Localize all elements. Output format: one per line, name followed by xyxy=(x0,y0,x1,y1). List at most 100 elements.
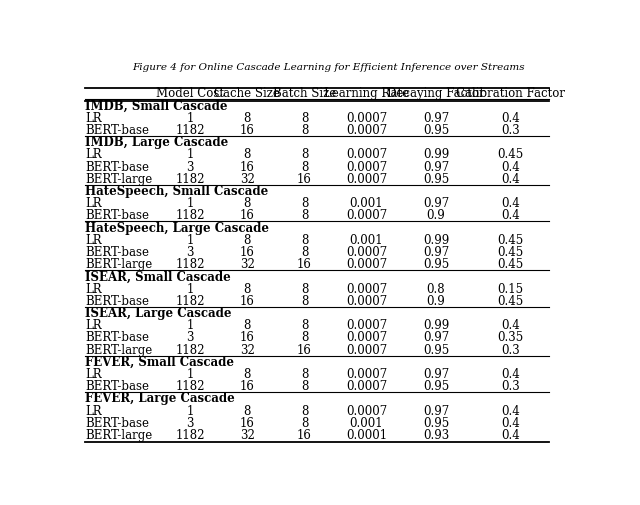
Text: BERT-base: BERT-base xyxy=(85,417,149,430)
Text: 1: 1 xyxy=(187,112,194,125)
Text: 0.4: 0.4 xyxy=(501,405,520,418)
Text: 0.3: 0.3 xyxy=(501,344,520,357)
Text: 8: 8 xyxy=(244,148,251,162)
Text: 0.97: 0.97 xyxy=(423,331,449,344)
Text: Learning Rate: Learning Rate xyxy=(324,87,409,100)
Text: 32: 32 xyxy=(240,344,255,357)
Text: 0.4: 0.4 xyxy=(501,417,520,430)
Text: BERT-base: BERT-base xyxy=(85,124,149,137)
Text: 1: 1 xyxy=(187,148,194,162)
Text: 16: 16 xyxy=(297,173,312,186)
Text: 8: 8 xyxy=(301,148,308,162)
Text: 0.0007: 0.0007 xyxy=(346,124,387,137)
Text: 0.4: 0.4 xyxy=(501,161,520,174)
Text: 0.35: 0.35 xyxy=(497,331,524,344)
Text: 0.8: 0.8 xyxy=(427,283,445,295)
Text: 32: 32 xyxy=(240,429,255,442)
Text: 0.45: 0.45 xyxy=(497,295,524,308)
Text: 0.45: 0.45 xyxy=(497,234,524,247)
Text: 0.4: 0.4 xyxy=(501,429,520,442)
Text: 0.15: 0.15 xyxy=(497,283,524,295)
Text: 32: 32 xyxy=(240,173,255,186)
Text: 3: 3 xyxy=(187,246,194,259)
Text: 0.99: 0.99 xyxy=(423,319,449,332)
Text: 0.0007: 0.0007 xyxy=(346,246,387,259)
Text: BERT-base: BERT-base xyxy=(85,210,149,222)
Text: 8: 8 xyxy=(301,368,308,381)
Text: 8: 8 xyxy=(244,197,251,210)
Text: 0.97: 0.97 xyxy=(423,368,449,381)
Text: 16: 16 xyxy=(240,124,255,137)
Text: IMDB, Small Cascade: IMDB, Small Cascade xyxy=(85,99,227,113)
Text: 16: 16 xyxy=(240,295,255,308)
Text: 8: 8 xyxy=(301,380,308,393)
Text: 1: 1 xyxy=(187,234,194,247)
Text: Model Cost: Model Cost xyxy=(156,87,225,100)
Text: 0.9: 0.9 xyxy=(426,295,445,308)
Text: 0.4: 0.4 xyxy=(501,197,520,210)
Text: 0.0007: 0.0007 xyxy=(346,331,387,344)
Text: FEVER, Large Cascade: FEVER, Large Cascade xyxy=(85,392,235,406)
Text: 0.45: 0.45 xyxy=(497,148,524,162)
Text: 0.95: 0.95 xyxy=(423,124,449,137)
Text: 0.001: 0.001 xyxy=(349,234,383,247)
Text: Decaying Factor: Decaying Factor xyxy=(387,87,484,100)
Text: BERT-base: BERT-base xyxy=(85,331,149,344)
Text: 16: 16 xyxy=(240,246,255,259)
Text: 0.0007: 0.0007 xyxy=(346,380,387,393)
Text: 8: 8 xyxy=(244,368,251,381)
Text: 0.001: 0.001 xyxy=(349,417,383,430)
Text: 8: 8 xyxy=(301,112,308,125)
Text: 0.0007: 0.0007 xyxy=(346,258,387,271)
Text: 8: 8 xyxy=(301,124,308,137)
Text: 0.3: 0.3 xyxy=(501,124,520,137)
Text: BERT-base: BERT-base xyxy=(85,295,149,308)
Text: 0.95: 0.95 xyxy=(423,258,449,271)
Text: 1: 1 xyxy=(187,368,194,381)
Text: 0.95: 0.95 xyxy=(423,173,449,186)
Text: 8: 8 xyxy=(244,112,251,125)
Text: 0.4: 0.4 xyxy=(501,173,520,186)
Text: 0.97: 0.97 xyxy=(423,405,449,418)
Text: 8: 8 xyxy=(301,417,308,430)
Text: LR: LR xyxy=(85,368,102,381)
Text: BERT-large: BERT-large xyxy=(85,429,152,442)
Text: 0.0007: 0.0007 xyxy=(346,173,387,186)
Text: 0.95: 0.95 xyxy=(423,344,449,357)
Text: 8: 8 xyxy=(301,319,308,332)
Text: 3: 3 xyxy=(187,161,194,174)
Text: 0.0007: 0.0007 xyxy=(346,344,387,357)
Text: IMDB, Large Cascade: IMDB, Large Cascade xyxy=(85,136,228,149)
Text: 0.93: 0.93 xyxy=(423,429,449,442)
Text: BERT-base: BERT-base xyxy=(85,380,149,393)
Text: 0.0001: 0.0001 xyxy=(346,429,387,442)
Text: 0.95: 0.95 xyxy=(423,417,449,430)
Text: 0.0007: 0.0007 xyxy=(346,161,387,174)
Text: 0.4: 0.4 xyxy=(501,112,520,125)
Text: 1: 1 xyxy=(187,319,194,332)
Text: BERT-large: BERT-large xyxy=(85,344,152,357)
Text: 16: 16 xyxy=(240,161,255,174)
Text: 1182: 1182 xyxy=(175,380,205,393)
Text: Figure 4 for Online Cascade Learning for Efficient Inference over Streams: Figure 4 for Online Cascade Learning for… xyxy=(132,63,524,72)
Text: 8: 8 xyxy=(301,283,308,295)
Text: 8: 8 xyxy=(301,246,308,259)
Text: 1: 1 xyxy=(187,283,194,295)
Text: 0.0007: 0.0007 xyxy=(346,283,387,295)
Text: Cache Size: Cache Size xyxy=(214,87,280,100)
Text: 8: 8 xyxy=(301,234,308,247)
Text: 1182: 1182 xyxy=(175,258,205,271)
Text: 0.99: 0.99 xyxy=(423,148,449,162)
Text: 0.4: 0.4 xyxy=(501,210,520,222)
Text: 16: 16 xyxy=(297,258,312,271)
Text: BERT-base: BERT-base xyxy=(85,161,149,174)
Text: 16: 16 xyxy=(240,210,255,222)
Text: 8: 8 xyxy=(244,234,251,247)
Text: 0.0007: 0.0007 xyxy=(346,368,387,381)
Text: LR: LR xyxy=(85,234,102,247)
Text: 16: 16 xyxy=(297,344,312,357)
Text: 0.001: 0.001 xyxy=(349,197,383,210)
Text: 0.45: 0.45 xyxy=(497,246,524,259)
Text: LR: LR xyxy=(85,112,102,125)
Text: 1182: 1182 xyxy=(175,344,205,357)
